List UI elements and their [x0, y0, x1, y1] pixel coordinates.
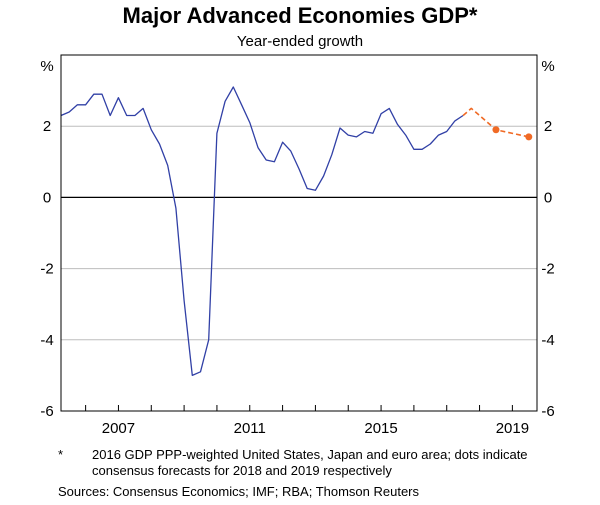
gdp-growth-line [60, 86, 464, 377]
y-tick-label-right: 2 [544, 118, 552, 135]
y-tick-label-left: 0 [43, 189, 51, 206]
y-tick-label-right: -4 [541, 332, 554, 349]
y-tick-label-left: -6 [40, 403, 53, 420]
y-tick-labels-left: -6 -4 -2 0 2 [40, 118, 53, 420]
chart-subtitle: Year-ended growth [236, 33, 364, 50]
forecast-dot [525, 133, 533, 141]
chart-title: Major Advanced Economies GDP* [122, 3, 478, 28]
footnote-mark: * [58, 447, 64, 462]
y-tick-label-left: -4 [40, 332, 53, 349]
sources-text: Sources: Consensus Economics; IMF; RBA; … [58, 484, 420, 499]
chart-area: -6 -4 -2 0 2 -6 -4 -2 0 2 2007 2011 2015 2019 % % [40, 54, 555, 437]
x-tick-label: 2015 [364, 420, 397, 437]
y-tick-label-left: -2 [40, 261, 53, 278]
y-unit-right: % [541, 58, 554, 75]
series-layer [60, 86, 533, 377]
x-ticks [85, 405, 513, 411]
x-tick-label: 2007 [102, 420, 135, 437]
plot-frame [60, 54, 538, 412]
gridlines [61, 125, 537, 341]
x-tick-labels: 2007 2011 2015 2019 [102, 420, 529, 437]
forecast-dot [492, 126, 500, 134]
y-tick-label-left: 2 [43, 118, 51, 135]
y-tick-labels-right: -6 -4 -2 0 2 [541, 118, 554, 420]
x-tick-label: 2011 [234, 420, 266, 437]
y-tick-label-right: 0 [544, 189, 552, 206]
y-tick-label-right: -6 [541, 403, 554, 420]
y-tick-label-right: -2 [541, 261, 554, 278]
y-unit-left: % [40, 58, 53, 75]
x-tick-label: 2019 [496, 420, 529, 437]
footnote-text: 2016 GDP PPP-weighted United States, Jap… [92, 447, 528, 478]
